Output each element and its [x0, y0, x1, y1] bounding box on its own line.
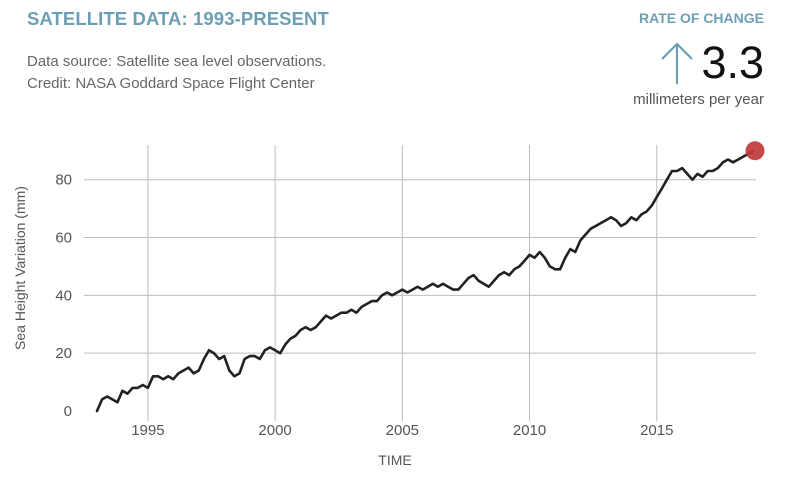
y-tick-label-60: 60	[55, 230, 72, 247]
y-axis-label: Sea Height Variation (mm)	[12, 186, 28, 350]
y-tick-label-20: 20	[55, 345, 72, 362]
y-tick-label-40: 40	[55, 287, 72, 304]
rate-of-change-value-row: 3.3	[659, 38, 764, 88]
rate-unit: millimeters per year	[633, 91, 764, 108]
rate-of-change-label: RATE OF CHANGE	[639, 10, 764, 26]
up-arrow-icon	[661, 42, 694, 84]
x-axis-label: TIME	[378, 452, 411, 468]
data-source-note: Data source: Satellite sea level observa…	[27, 51, 326, 95]
x-tick-label-2010: 2010	[513, 422, 546, 439]
credit-line: Credit: NASA Goddard Space Flight Center	[27, 75, 315, 92]
sea-level-line	[95, 149, 755, 413]
chart-title: SATELLITE DATA: 1993-PRESENT	[27, 8, 329, 29]
x-tick-label-2015: 2015	[640, 422, 673, 439]
x-tick-label-1995: 1995	[131, 422, 164, 439]
source-line: Data source: Satellite sea level observa…	[27, 53, 327, 70]
y-tick-label-0: 0	[64, 403, 72, 420]
x-tick-label-2000: 2000	[258, 422, 291, 439]
rate-value: 3.3	[701, 37, 764, 88]
x-tick-label-2005: 2005	[386, 422, 419, 439]
latest-data-point-marker	[745, 141, 765, 161]
y-tick-label-80: 80	[55, 172, 72, 189]
